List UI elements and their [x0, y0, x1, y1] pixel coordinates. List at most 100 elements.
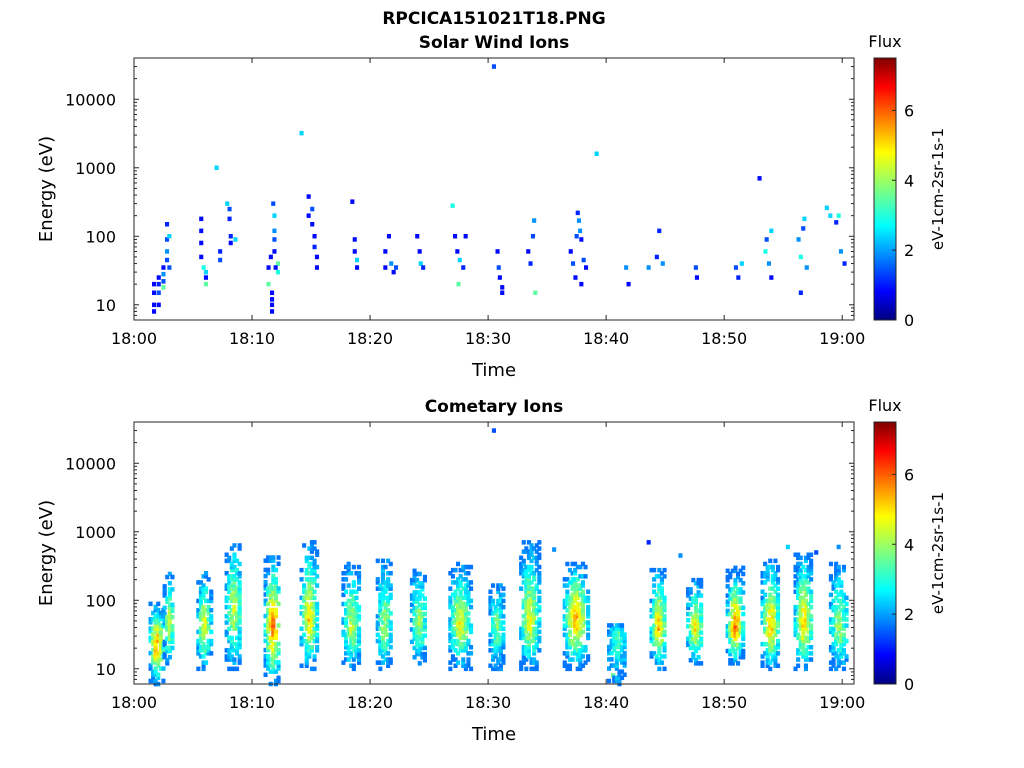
flux-cell	[354, 608, 359, 613]
flux-cell	[165, 249, 170, 254]
flux-cell	[839, 608, 844, 613]
flux-cell	[793, 626, 798, 631]
flux-cell	[307, 604, 312, 610]
flux-cell	[307, 583, 312, 588]
flux-cell	[266, 666, 271, 671]
flux-cell	[573, 275, 578, 280]
flux-cell	[456, 561, 461, 567]
flux-cell	[463, 641, 468, 647]
flux-cell	[354, 654, 359, 659]
flux-cell	[491, 620, 496, 625]
flux-cell	[162, 655, 167, 660]
flux-cell	[315, 617, 320, 622]
flux-cell	[836, 583, 841, 588]
flux-cell	[519, 663, 524, 668]
flux-cell	[519, 586, 524, 591]
flux-cell	[654, 629, 659, 635]
flux-cell	[412, 621, 417, 626]
flux-cell	[456, 604, 461, 610]
flux-cell	[450, 620, 455, 625]
flux-cell	[351, 645, 356, 650]
flux-cell	[725, 633, 730, 638]
flux-cell	[691, 655, 696, 660]
flux-cell	[733, 593, 738, 598]
flux-cell	[448, 648, 453, 653]
flux-cell	[798, 651, 803, 656]
flux-cell	[151, 610, 156, 616]
flux-cell	[488, 608, 493, 613]
flux-cell	[315, 552, 320, 557]
flux-cell	[763, 608, 768, 613]
flux-cell	[836, 604, 841, 610]
flux-cell	[529, 543, 534, 548]
flux-cell	[728, 571, 733, 577]
flux-cell	[201, 583, 206, 588]
flux-cell	[524, 580, 529, 585]
flux-cell	[529, 592, 534, 598]
flux-cell	[691, 596, 696, 601]
flux-cell	[802, 216, 807, 222]
flux-cell	[831, 604, 836, 610]
flux-cell	[521, 629, 526, 635]
flux-cell	[237, 620, 242, 625]
flux-cell	[386, 580, 391, 585]
flux-cell	[620, 629, 625, 634]
y-axis-label: Energy (eV)	[36, 500, 57, 606]
flux-cell	[659, 620, 664, 625]
flux-cell	[204, 660, 209, 665]
flux-cell	[770, 580, 775, 585]
flux-cell	[271, 650, 276, 656]
flux-cell	[809, 598, 814, 604]
flux-cell	[232, 648, 237, 653]
flux-cell	[763, 614, 768, 619]
flux-cell	[148, 620, 153, 625]
flux-cell	[521, 558, 526, 564]
flux-cell	[237, 617, 242, 622]
flux-cell	[763, 598, 768, 604]
flux-cell	[201, 617, 206, 622]
flux-cell	[388, 586, 393, 591]
flux-cell	[796, 567, 801, 573]
flux-cell	[415, 639, 420, 645]
flux-cell	[803, 635, 808, 641]
flux-cell	[836, 626, 841, 631]
flux-cell	[450, 574, 455, 579]
flux-cell	[198, 592, 203, 598]
flux-cell	[354, 604, 359, 610]
flux-cell	[266, 623, 271, 628]
flux-cell	[412, 590, 417, 595]
flux-cell	[688, 645, 693, 651]
flux-cell	[388, 635, 393, 641]
flux-cell	[831, 660, 836, 665]
flux-cell	[235, 651, 240, 656]
flux-cell	[263, 558, 268, 563]
flux-cell	[728, 624, 733, 629]
flux-cell	[458, 601, 463, 607]
flux-cell	[491, 638, 496, 644]
flux-cell	[309, 632, 314, 638]
flux-cell	[456, 660, 461, 665]
x-tick-label: 18:00	[111, 693, 157, 712]
flux-cell	[768, 564, 773, 570]
flux-cell	[532, 657, 537, 662]
flux-cell	[803, 626, 808, 631]
flux-cell	[161, 678, 166, 684]
flux-cell	[461, 611, 466, 616]
flux-cell	[422, 618, 427, 623]
flux-cell	[537, 620, 542, 625]
flux-cell	[662, 623, 667, 628]
flux-cell	[662, 648, 667, 653]
flux-cell	[232, 552, 237, 557]
flux-cell	[493, 635, 498, 641]
flux-cell	[691, 614, 696, 620]
flux-cell	[612, 663, 617, 668]
flux-cell	[686, 605, 691, 611]
flux-cell	[224, 552, 229, 557]
flux-cell	[773, 601, 778, 607]
flux-cell	[534, 558, 539, 564]
x-tick-label: 19:00	[819, 693, 865, 712]
flux-cell	[201, 635, 206, 641]
flux-cell	[204, 623, 209, 628]
flux-cell	[153, 654, 158, 659]
flux-cell	[736, 611, 741, 617]
